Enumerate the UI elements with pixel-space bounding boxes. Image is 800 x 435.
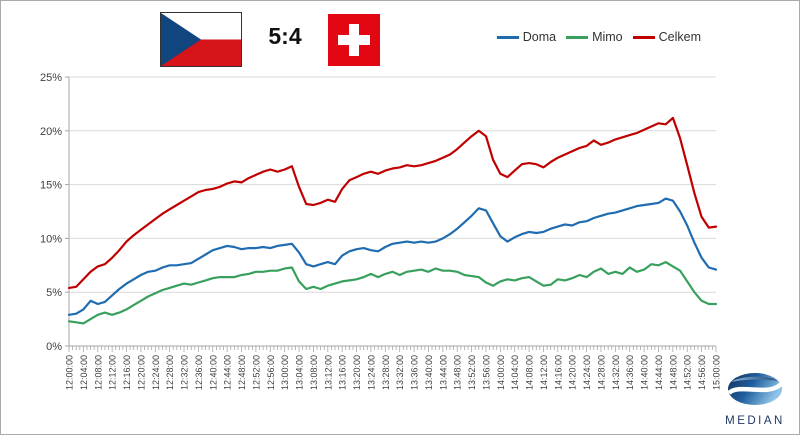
svg-text:12:20:00: 12:20:00 <box>136 355 146 390</box>
svg-text:12:04:00: 12:04:00 <box>79 355 89 390</box>
swiss-flag-icon <box>328 14 380 66</box>
svg-text:12:28:00: 12:28:00 <box>165 355 175 390</box>
swiss-flag-cross-horizontal <box>338 35 370 45</box>
svg-text:14:04:00: 14:04:00 <box>510 355 520 390</box>
svg-text:14:32:00: 14:32:00 <box>611 355 621 390</box>
median-logo-text: MEDIAN <box>725 415 785 427</box>
svg-text:12:08:00: 12:08:00 <box>93 355 103 390</box>
legend: Doma Mimo Celkem <box>496 30 701 44</box>
svg-text:20%: 20% <box>40 126 62 138</box>
svg-text:14:52:00: 14:52:00 <box>683 355 693 390</box>
legend-swatch-mimo <box>566 35 589 39</box>
legend-label: Mimo <box>592 30 623 44</box>
svg-text:14:40:00: 14:40:00 <box>640 355 650 390</box>
svg-text:13:24:00: 13:24:00 <box>366 355 376 390</box>
svg-text:15:00:00: 15:00:00 <box>712 355 722 390</box>
czech-flag-icon <box>160 12 242 67</box>
svg-text:13:56:00: 13:56:00 <box>481 355 491 390</box>
svg-text:14:36:00: 14:36:00 <box>625 355 635 390</box>
svg-text:13:36:00: 13:36:00 <box>410 355 420 390</box>
svg-text:12:24:00: 12:24:00 <box>151 355 161 390</box>
y-axis-labels: 0% 5% 10% 15% 20% 25% <box>40 72 69 353</box>
series-line-celkem <box>67 116 718 289</box>
gridlines <box>69 76 716 293</box>
svg-text:13:12:00: 13:12:00 <box>323 355 333 390</box>
svg-text:5%: 5% <box>46 287 62 299</box>
svg-text:13:32:00: 13:32:00 <box>395 355 405 390</box>
svg-text:14:08:00: 14:08:00 <box>525 355 535 390</box>
match-score: 5:4 <box>268 23 302 49</box>
svg-text:14:44:00: 14:44:00 <box>654 355 664 390</box>
svg-text:12:56:00: 12:56:00 <box>266 355 276 390</box>
svg-text:12:12:00: 12:12:00 <box>108 355 118 390</box>
legend-label: Doma <box>522 30 557 44</box>
legend-swatch-doma <box>496 35 519 39</box>
svg-text:15%: 15% <box>40 180 62 192</box>
svg-text:14:12:00: 14:12:00 <box>539 355 549 390</box>
legend-label: Celkem <box>658 30 701 44</box>
x-axis-ticks <box>68 346 717 352</box>
median-logo: MEDIAN <box>725 373 785 427</box>
svg-text:13:28:00: 13:28:00 <box>381 355 391 390</box>
svg-text:13:04:00: 13:04:00 <box>295 355 305 390</box>
series-line-doma <box>67 197 718 316</box>
x-axis-labels: 12:00:00 12:04:00 12:08:00 12:12:00 12:16:00… <box>65 355 722 390</box>
svg-text:12:52:00: 12:52:00 <box>251 355 261 390</box>
svg-text:13:00:00: 13:00:00 <box>280 355 290 390</box>
svg-text:13:16:00: 13:16:00 <box>338 355 348 390</box>
svg-text:14:48:00: 14:48:00 <box>668 355 678 390</box>
legend-item-mimo: Mimo <box>566 30 623 44</box>
svg-text:13:48:00: 13:48:00 <box>453 355 463 390</box>
svg-text:14:24:00: 14:24:00 <box>582 355 592 390</box>
legend-swatch-celkem <box>632 35 655 39</box>
svg-text:14:16:00: 14:16:00 <box>553 355 563 390</box>
svg-text:12:36:00: 12:36:00 <box>194 355 204 390</box>
svg-text:13:08:00: 13:08:00 <box>309 355 319 390</box>
svg-text:10%: 10% <box>40 233 62 245</box>
svg-text:14:56:00: 14:56:00 <box>697 355 707 390</box>
svg-text:14:20:00: 14:20:00 <box>568 355 578 390</box>
svg-text:14:28:00: 14:28:00 <box>596 355 606 390</box>
series-line-mimo <box>67 261 718 325</box>
svg-text:25%: 25% <box>40 72 62 84</box>
svg-text:12:48:00: 12:48:00 <box>237 355 247 390</box>
svg-text:13:40:00: 13:40:00 <box>424 355 434 390</box>
legend-item-celkem: Celkem <box>632 30 701 44</box>
svg-text:0%: 0% <box>46 341 62 353</box>
svg-text:13:44:00: 13:44:00 <box>438 355 448 390</box>
svg-text:14:00:00: 14:00:00 <box>496 355 506 390</box>
legend-item-doma: Doma <box>496 30 557 44</box>
svg-text:12:32:00: 12:32:00 <box>180 355 190 390</box>
svg-text:13:20:00: 13:20:00 <box>352 355 362 390</box>
svg-text:12:00:00: 12:00:00 <box>65 355 75 390</box>
svg-text:13:52:00: 13:52:00 <box>467 355 477 390</box>
svg-text:12:44:00: 12:44:00 <box>223 355 233 390</box>
svg-text:12:16:00: 12:16:00 <box>122 355 132 390</box>
svg-text:12:40:00: 12:40:00 <box>208 355 218 390</box>
median-swirl-icon <box>727 373 783 405</box>
czech-flag-blue-triangle <box>161 13 201 66</box>
